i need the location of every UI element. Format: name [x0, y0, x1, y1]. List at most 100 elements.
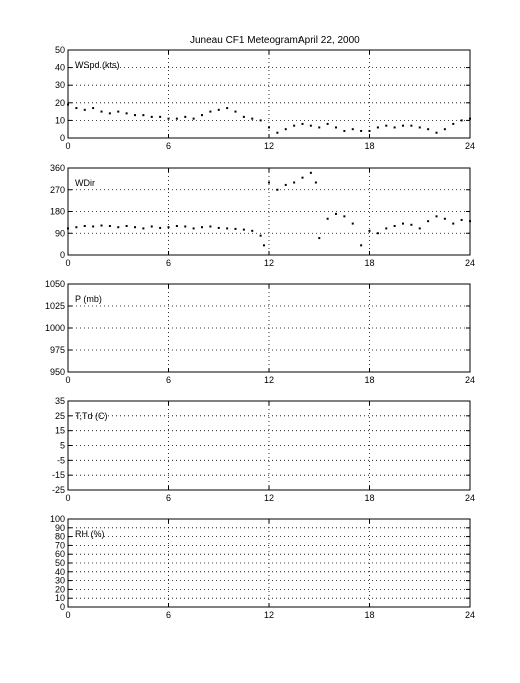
chart-title-date: April 22, 2000	[298, 35, 360, 46]
data-point	[460, 218, 463, 221]
data-point	[385, 124, 388, 127]
data-point	[134, 226, 136, 229]
x-tick-label: 18	[364, 141, 374, 151]
x-tick-label: 6	[166, 610, 171, 620]
data-point	[460, 119, 463, 122]
x-tick-label: 12	[264, 493, 274, 503]
data-point	[75, 107, 78, 110]
x-tick-label: 6	[166, 375, 171, 385]
y-tick-label: 80	[55, 532, 65, 542]
x-tick-label: 12	[264, 258, 274, 268]
data-point	[117, 110, 120, 113]
y-tick-label: 1000	[45, 323, 65, 333]
data-point	[301, 176, 304, 179]
data-point	[192, 117, 195, 120]
data-point	[326, 122, 329, 125]
y-tick-label: 70	[55, 540, 65, 550]
x-tick-label: 24	[465, 375, 475, 385]
data-point	[393, 225, 396, 227]
data-point	[108, 112, 111, 115]
data-point	[92, 225, 95, 228]
data-point	[159, 115, 162, 118]
data-point	[201, 226, 203, 229]
data-point	[125, 225, 128, 227]
y-tick-label: -5	[57, 455, 65, 465]
data-point	[452, 122, 455, 125]
data-point	[142, 227, 145, 230]
y-tick-label: -25	[52, 485, 65, 495]
x-tick-label: 0	[65, 141, 70, 151]
data-point	[83, 108, 86, 111]
y-tick-label: 90	[55, 228, 65, 238]
x-tick-label: 12	[264, 375, 274, 385]
panel-label-wdir: WDir	[75, 178, 95, 188]
y-tick-label: 50	[55, 45, 65, 55]
y-tick-label: 0	[60, 133, 65, 143]
y-tick-label: 360	[50, 163, 65, 173]
panel-label-p-mb: P (mb)	[75, 294, 102, 304]
x-tick-label: 12	[264, 610, 274, 620]
data-point	[376, 126, 379, 129]
x-tick-label: 0	[65, 375, 70, 385]
x-tick-label: 6	[166, 493, 171, 503]
data-point	[343, 129, 346, 132]
data-point	[309, 124, 312, 127]
data-point	[469, 220, 471, 223]
y-tick-label: 30	[55, 576, 65, 586]
y-tick-label: 20	[55, 584, 65, 594]
data-point	[351, 222, 354, 225]
data-point	[402, 124, 404, 127]
data-point	[268, 126, 270, 129]
data-point	[159, 226, 162, 229]
y-tick-label: 40	[55, 567, 65, 577]
y-tick-label: 180	[50, 207, 65, 217]
data-point	[410, 124, 413, 127]
panel-p-mb: 950 975 1000 1025 1050 0 6 12 18 24 P (mb)	[45, 279, 475, 385]
y-tick-label: 25	[55, 411, 65, 421]
data-point	[184, 115, 187, 118]
panel-label-rh: RH (%)	[75, 529, 105, 539]
panel-label-wspd-kts: WSpd (kts)	[75, 60, 120, 70]
y-tick-label: 1025	[45, 301, 65, 311]
panel-t-td-c: -25 -15 -5 5 15 25 35 0 6 12 18 24 T,Td (C)	[52, 396, 475, 503]
data-point	[335, 212, 337, 215]
x-tick-label: 12	[264, 141, 274, 151]
y-tick-label: 0	[60, 250, 65, 260]
data-point	[368, 129, 371, 132]
data-point	[276, 188, 279, 191]
x-tick-label: 24	[465, 610, 475, 620]
y-tick-label: 90	[55, 523, 65, 533]
data-point	[326, 217, 329, 220]
y-tick-label: 40	[55, 63, 65, 73]
data-point	[167, 226, 170, 229]
data-point	[167, 117, 170, 120]
data-point	[242, 115, 245, 118]
data-point	[418, 126, 421, 129]
x-tick-label: 18	[364, 493, 374, 503]
data-point	[284, 183, 287, 186]
data-point	[427, 128, 430, 131]
data-point	[343, 215, 346, 218]
y-tick-label: 20	[55, 98, 65, 108]
x-tick-label: 18	[364, 258, 374, 268]
data-point	[209, 110, 212, 113]
data-point	[259, 119, 262, 122]
data-point	[192, 227, 195, 230]
y-tick-label: 50	[55, 558, 65, 568]
data-point	[217, 226, 220, 229]
data-point	[175, 117, 178, 120]
data-point	[125, 112, 128, 115]
data-point	[452, 222, 455, 225]
y-tick-label: 30	[55, 80, 65, 90]
data-point	[142, 114, 145, 117]
data-point	[368, 229, 371, 232]
data-point	[226, 227, 229, 230]
data-point	[117, 226, 120, 229]
data-point	[83, 225, 86, 227]
data-point	[209, 225, 212, 228]
data-point	[402, 222, 404, 225]
y-tick-label: 60	[55, 549, 65, 559]
